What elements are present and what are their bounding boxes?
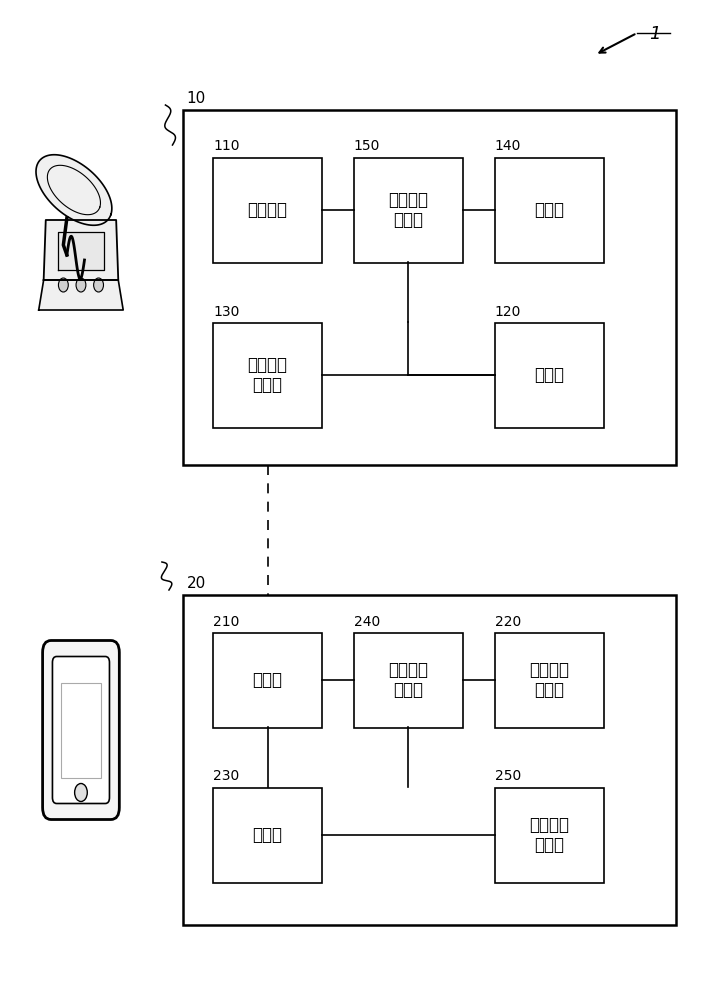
Text: 测量设备
控制部: 测量设备 控制部 (389, 191, 428, 229)
Text: 触摸面板
显示器: 触摸面板 显示器 (529, 661, 569, 699)
Bar (213, 157, 322, 262)
Bar (213, 788, 322, 882)
Text: 240: 240 (353, 614, 380, 629)
Text: 信息终端
控制部: 信息终端 控制部 (389, 661, 428, 699)
Text: 10: 10 (187, 91, 206, 106)
Circle shape (58, 278, 68, 292)
Polygon shape (44, 220, 118, 280)
Circle shape (94, 278, 103, 292)
Polygon shape (58, 232, 104, 270)
Polygon shape (36, 155, 112, 225)
Text: 220: 220 (494, 614, 521, 629)
Circle shape (76, 278, 86, 292)
FancyBboxPatch shape (43, 641, 120, 820)
Text: 显示部: 显示部 (534, 366, 564, 384)
Text: 麦克风: 麦克风 (253, 671, 282, 689)
Polygon shape (39, 280, 123, 310)
Text: 传感器部: 传感器部 (248, 201, 287, 219)
Text: 210: 210 (213, 614, 239, 629)
Text: 140: 140 (494, 139, 521, 153)
Text: 20: 20 (187, 576, 206, 591)
FancyBboxPatch shape (61, 682, 101, 778)
Bar (353, 633, 463, 728)
Bar (183, 110, 676, 465)
Text: 250: 250 (494, 770, 521, 784)
Bar (494, 633, 604, 728)
Bar (183, 595, 676, 925)
Bar (494, 157, 604, 262)
Text: 测量设备
扬声器: 测量设备 扬声器 (248, 356, 287, 394)
Bar (213, 633, 322, 728)
Text: 150: 150 (353, 139, 380, 153)
Text: 130: 130 (213, 304, 239, 318)
Text: 1: 1 (649, 25, 660, 43)
Bar (353, 157, 463, 262)
FancyBboxPatch shape (53, 656, 110, 804)
Text: 信息终端
扬声器: 信息终端 扬声器 (529, 816, 569, 854)
Bar (213, 322, 322, 428)
Text: 110: 110 (213, 139, 239, 153)
Bar (494, 788, 604, 882)
Text: 存储部: 存储部 (253, 826, 282, 844)
Circle shape (75, 784, 87, 802)
Bar (494, 322, 604, 428)
Text: 输入部: 输入部 (534, 201, 564, 219)
Text: 120: 120 (494, 304, 521, 318)
Text: 230: 230 (213, 770, 239, 784)
